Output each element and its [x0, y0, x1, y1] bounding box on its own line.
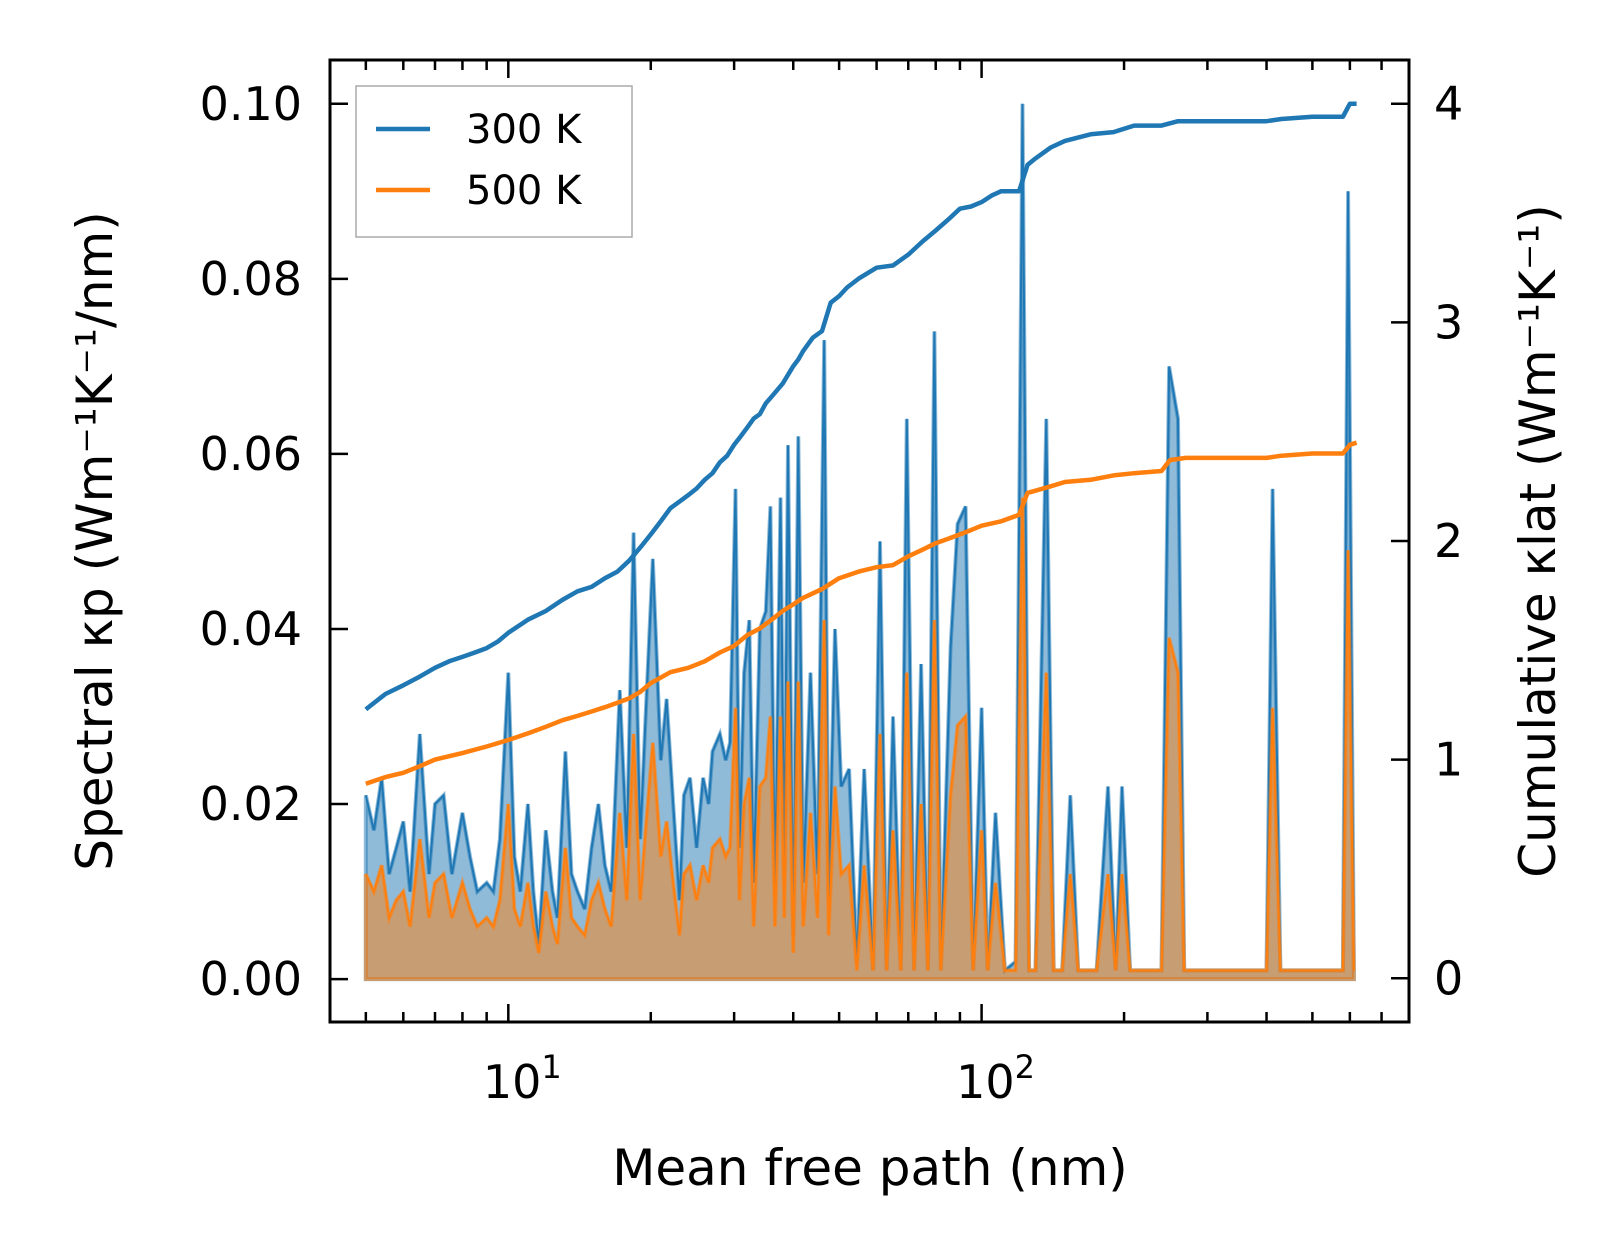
spectral-500k-line — [364, 497, 1355, 972]
y-right-tick-label: 3 — [1434, 295, 1463, 349]
cumulative-500k-line — [365, 440, 1358, 786]
series-layer — [363, 101, 1358, 982]
x-tick-label-100: 102 — [956, 1048, 1035, 1109]
y-left-tick-label: 0.10 — [200, 77, 302, 131]
x-tick-label-10: 101 — [483, 1048, 562, 1109]
legend: 300 K 500 K — [355, 85, 633, 238]
cumulative-300k-line — [364, 101, 1357, 712]
y-left-tick-label: 0.08 — [200, 252, 302, 306]
x-axis-title: Mean free path (nm) — [612, 1139, 1128, 1197]
ticks-layer — [330, 60, 1411, 1022]
y-right-tick-label: 2 — [1434, 514, 1463, 568]
legend-label-300k: 300 K — [466, 107, 583, 153]
y-left-tick-label: 0.02 — [200, 777, 302, 831]
legend-label-500k: 500 K — [466, 168, 583, 214]
y-left-tick-label: 0.06 — [200, 427, 302, 481]
legend-box — [355, 85, 633, 238]
y-right-axis-title: Cumulative κlat (Wm⁻¹K⁻¹) — [1509, 204, 1567, 878]
y-right-tick-label: 1 — [1434, 733, 1463, 787]
y-left-axis-title: Spectral κp (Wm⁻¹K⁻¹/nm) — [66, 211, 124, 870]
y-right-tick-label: 0 — [1434, 951, 1463, 1005]
y-left-tick-label: 0.04 — [200, 602, 302, 656]
y-right-tick-label: 4 — [1434, 77, 1463, 131]
y-left-tick-label: 0.00 — [200, 952, 302, 1006]
